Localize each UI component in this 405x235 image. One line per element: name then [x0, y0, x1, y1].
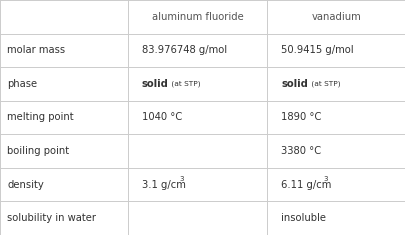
Text: (at STP): (at STP): [169, 81, 201, 87]
Text: (at STP): (at STP): [309, 81, 341, 87]
Text: 6.11 g/cm: 6.11 g/cm: [281, 180, 332, 190]
Text: solubility in water: solubility in water: [7, 213, 96, 223]
Text: insoluble: insoluble: [281, 213, 326, 223]
Text: phase: phase: [7, 79, 37, 89]
Text: density: density: [7, 180, 44, 190]
Text: 50.9415 g/mol: 50.9415 g/mol: [281, 45, 354, 55]
Text: solid: solid: [281, 79, 308, 89]
Text: 3.1 g/cm: 3.1 g/cm: [142, 180, 185, 190]
Text: boiling point: boiling point: [7, 146, 69, 156]
Text: 3: 3: [179, 176, 183, 182]
Text: 3: 3: [323, 176, 328, 182]
Text: aluminum fluoride: aluminum fluoride: [151, 12, 243, 22]
Text: vanadium: vanadium: [311, 12, 361, 22]
Text: 1890 °C: 1890 °C: [281, 113, 322, 122]
Text: solid: solid: [142, 79, 168, 89]
Text: 1040 °C: 1040 °C: [142, 113, 182, 122]
Text: 3380 °C: 3380 °C: [281, 146, 322, 156]
Text: 83.976748 g/mol: 83.976748 g/mol: [142, 45, 227, 55]
Text: molar mass: molar mass: [7, 45, 66, 55]
Text: melting point: melting point: [7, 113, 74, 122]
